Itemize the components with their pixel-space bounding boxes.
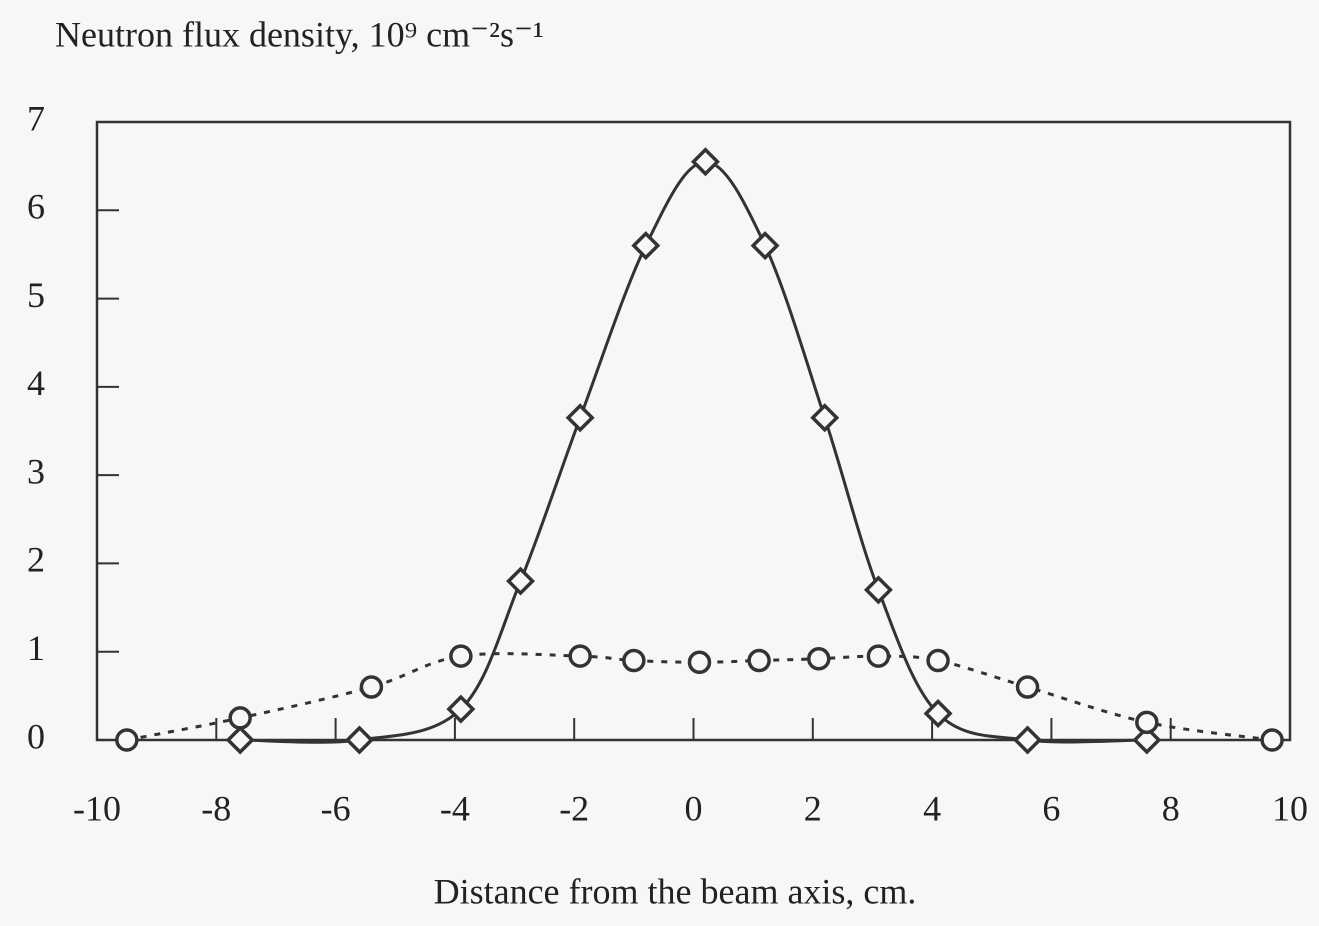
y-tick-label: 0	[27, 716, 45, 756]
diamond-marker	[1013, 725, 1043, 755]
x-tick-label: -4	[440, 788, 470, 828]
x-tick-label: 2	[804, 788, 822, 828]
circle-marker	[1135, 710, 1159, 735]
x-tick-label: 10	[1272, 788, 1308, 828]
x-tick-label: 6	[1042, 788, 1060, 828]
y-tick-label: 3	[27, 451, 45, 491]
circle-marker	[359, 675, 384, 699]
circle-marker	[115, 728, 139, 752]
circle-marker	[687, 650, 712, 675]
x-tick-label: -2	[559, 788, 589, 828]
circle-marker	[866, 644, 891, 668]
circle-marker	[622, 648, 646, 673]
chart-title: Neutron flux density, 10⁹ cm⁻²s⁻¹	[55, 14, 544, 54]
y-tick-label: 7	[27, 98, 45, 138]
y-tick-label: 2	[27, 540, 45, 580]
circle-marker	[449, 644, 473, 668]
diamond-marker	[923, 699, 953, 728]
x-axis-label: Distance from the beam axis, cm.	[434, 871, 917, 911]
x-tick-label: 0	[685, 788, 703, 828]
x-tick-label: 8	[1162, 788, 1180, 828]
diamond-marker	[810, 403, 840, 433]
y-tick-label: 6	[27, 187, 45, 227]
diamond-marker	[690, 147, 720, 177]
diamond-marker	[225, 725, 255, 755]
diamond-marker	[863, 575, 893, 605]
plot-frame	[95, 120, 1292, 742]
y-tick-label: 5	[27, 275, 45, 315]
circle-marker	[1015, 675, 1040, 699]
diamond-marker	[565, 403, 595, 433]
x-tick-label: 4	[923, 788, 941, 828]
diamond-marker	[446, 694, 476, 724]
y-tick-label: 4	[27, 363, 45, 403]
circle-marker	[1260, 728, 1284, 752]
diamond-marker	[1132, 725, 1162, 755]
circle-marker	[747, 648, 771, 673]
diamond-marker	[344, 725, 374, 755]
x-tick-label: -8	[201, 788, 231, 828]
diamond-marker	[506, 566, 535, 596]
circle-marker	[926, 648, 950, 673]
series-line	[126, 652, 1273, 742]
x-tick-label: -6	[321, 788, 351, 828]
y-tick-label: 1	[27, 628, 45, 668]
circle-marker	[568, 644, 592, 668]
diamond-marker	[750, 231, 780, 261]
circle-marker	[807, 647, 831, 671]
x-tick-label: -10	[73, 788, 121, 828]
diamond-marker	[631, 231, 661, 261]
circle-marker	[228, 706, 252, 730]
